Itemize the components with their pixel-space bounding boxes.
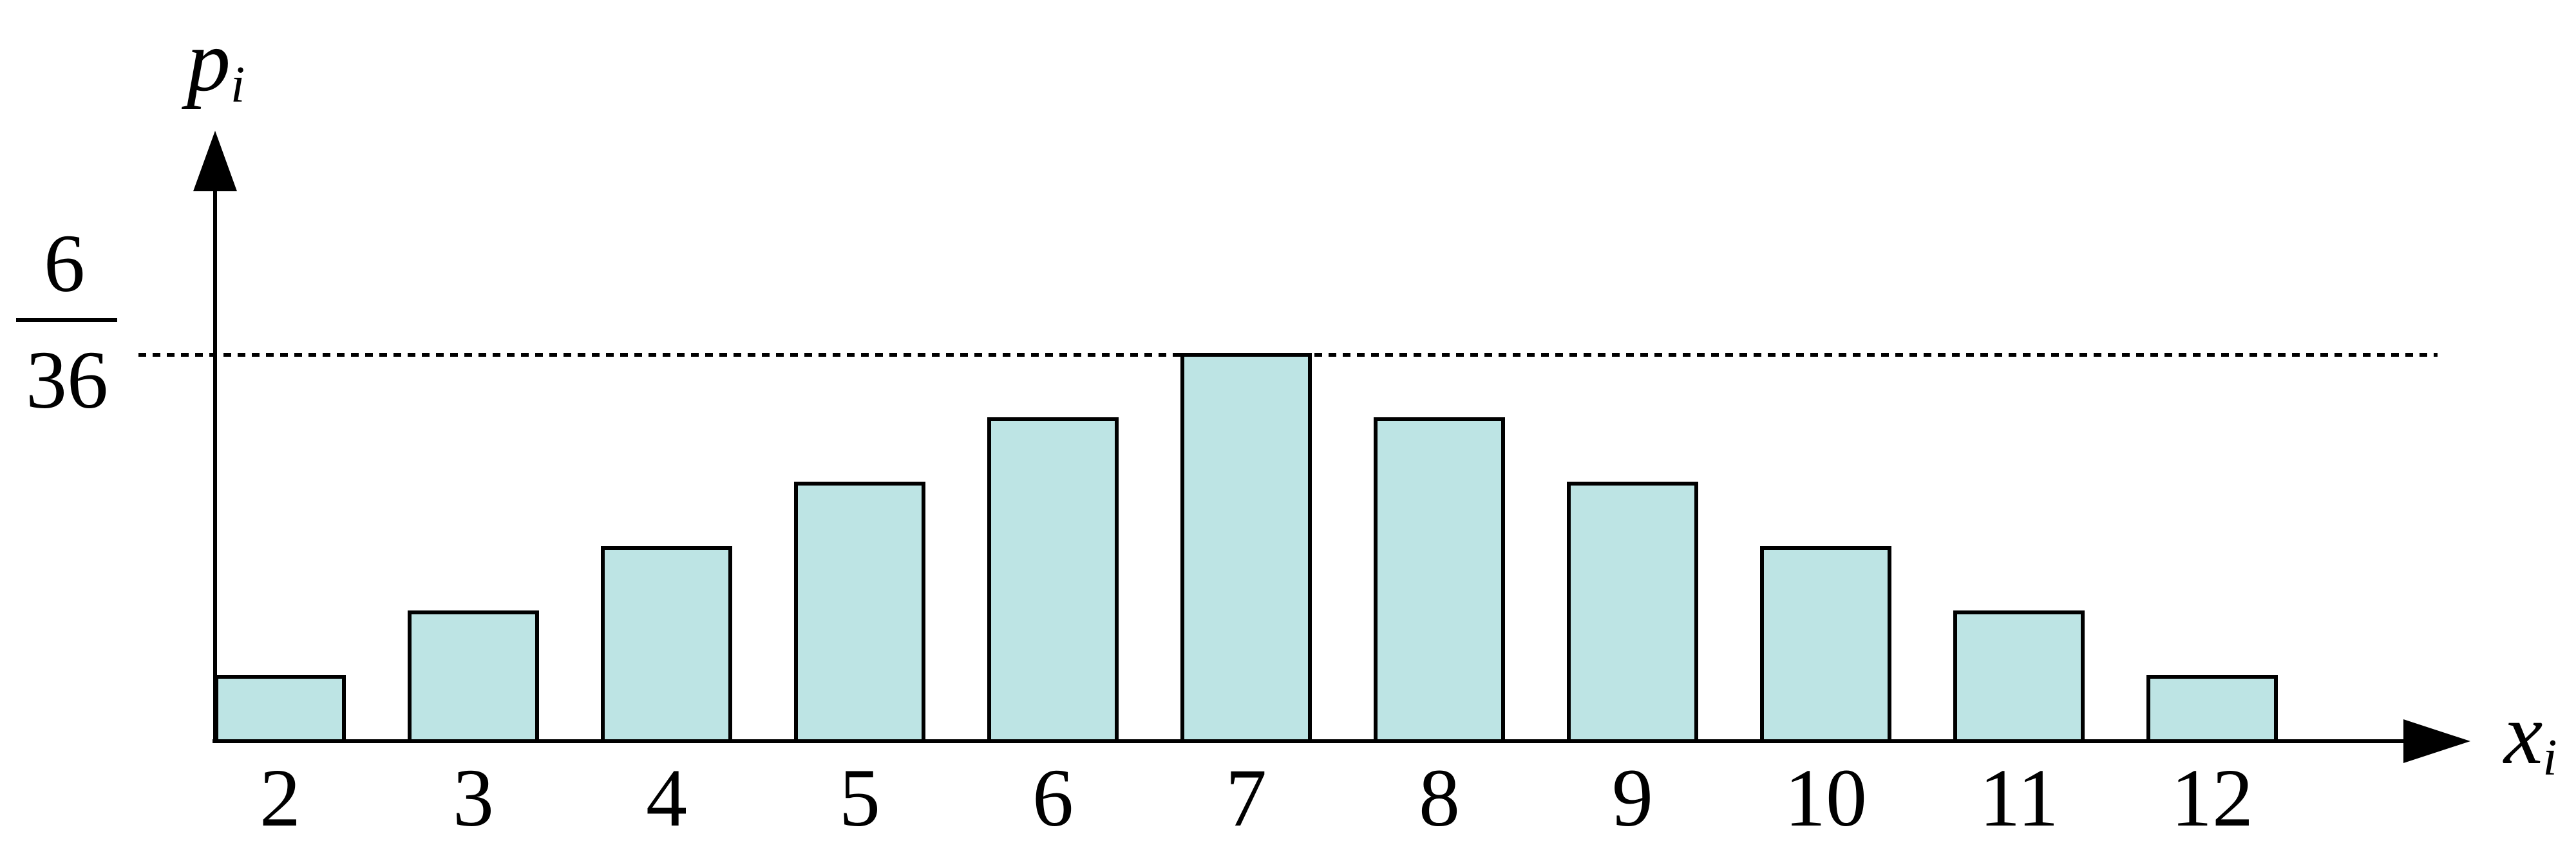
bar-7	[1180, 353, 1312, 743]
x-tick-labels: 2 3 4 5 6 7 8 9 10 11 12	[260, 752, 2253, 841]
x-axis-label: xi	[2503, 686, 2557, 786]
x-tick-label-4: 4	[646, 752, 687, 841]
bar-3	[408, 610, 539, 743]
bar-2	[214, 675, 346, 743]
y-axis-label: pi	[182, 13, 245, 113]
reference-fraction-label: 6 36	[16, 218, 117, 426]
bar-5	[794, 482, 925, 743]
x-tick-label-3: 3	[453, 752, 494, 841]
x-tick-label-12: 12	[2171, 752, 2253, 841]
x-axis-arrowhead	[2403, 719, 2470, 763]
bar-6	[987, 417, 1119, 743]
x-tick-label-2: 2	[260, 752, 301, 841]
bar-9	[1567, 482, 1698, 743]
x-tick-label-9: 9	[1612, 752, 1653, 841]
bars-group	[214, 353, 2278, 743]
x-tick-label-7: 7	[1226, 752, 1267, 841]
bar-11	[1953, 610, 2085, 743]
x-tick-label-5: 5	[839, 752, 880, 841]
bar-12	[2146, 675, 2278, 743]
bar-10	[1760, 546, 1891, 743]
y-axis-arrowhead	[193, 131, 237, 191]
x-tick-label-6: 6	[1032, 752, 1074, 841]
x-tick-label-10: 10	[1785, 752, 1867, 841]
x-tick-label-11: 11	[1979, 752, 2058, 841]
x-tick-label-8: 8	[1419, 752, 1460, 841]
reference-label-numerator: 6	[44, 218, 85, 309]
bar-4	[601, 546, 732, 743]
bar-8	[1374, 417, 1505, 743]
reference-label-denominator: 36	[26, 334, 108, 426]
